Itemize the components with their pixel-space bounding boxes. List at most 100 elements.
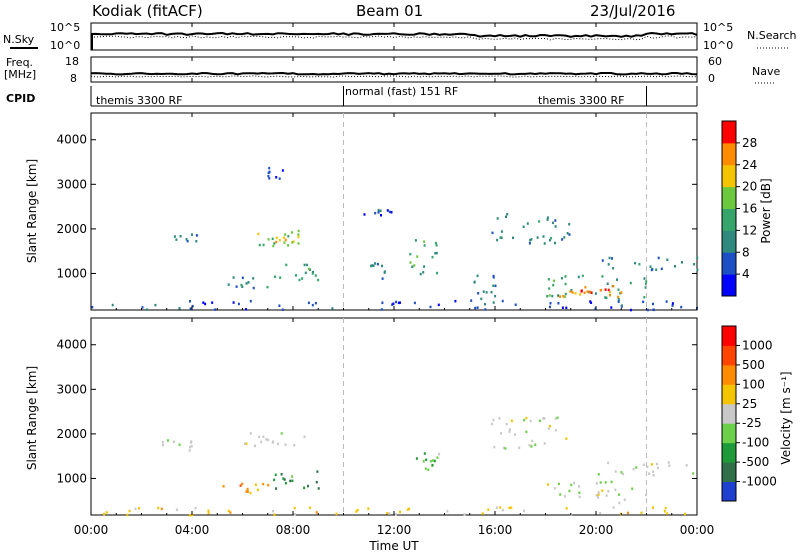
velocity-echo-cell [265,438,268,441]
velocity-echo-cell [597,496,599,499]
power-echo-cell [423,240,426,243]
power-echo-cell [202,301,205,304]
noise-panel: N.Sky 10^5 10^0 10^5 10^0 N.Search [3,21,797,52]
power-echo-cell [435,244,438,247]
velocity-echo-cell [578,491,581,494]
power-echo-cell [419,272,422,276]
power-echo-cell [245,308,247,311]
velocity-colorbar: 1000 500 100 25 -25 -100 -500 -1000 [721,325,777,502]
power-echo-cell [381,301,384,304]
power-echo-cell [638,263,641,266]
velocity-panel: 1000 2000 3000 4000 Slant Range [km] 1000 50… [25,317,793,517]
power-echo-cell [273,275,276,278]
power-echo-cell [594,307,597,310]
nave-right-tick-bottom: 0 [708,72,715,85]
velocity-echo-cell [668,464,671,467]
power-echo-cell [380,214,382,217]
x-tick-label: 04:00 [175,523,210,537]
power-echo-cell [671,304,674,307]
cpid-segment-3: themis 3300 RF [538,94,625,107]
velocity-y-axis-label: Slant Range [km] [25,366,39,470]
power-echo-cell [307,301,310,305]
noise-right-tick-bottom: 10^0 [703,39,733,52]
velocity-echo-cell [614,488,617,492]
velocity-echo-cell [424,467,427,470]
power-echo-cell [609,290,611,294]
power-echo-cell [604,296,607,299]
velocity-echo-cell [490,422,493,426]
velocity-echo-cell [188,449,191,452]
velocity-echo-cell [692,472,695,475]
velocity-echo-cell [513,433,516,436]
power-echo-cell [413,301,416,305]
power-echo-cell [306,263,309,267]
velocity-echo-cell [309,506,312,509]
power-echo-cell [611,257,613,260]
power-echo-cell [551,294,554,298]
velocity-echo-cell [573,481,576,485]
velocity-colorbar-tick-label: 25 [742,397,757,411]
power-echo-cell [189,307,192,310]
power-echo-cell [554,219,557,222]
power-echo-cell [492,284,495,287]
power-y-tick-label: 2000 [56,222,87,236]
power-echo-cell [297,229,300,233]
velocity-echo-cell [207,509,210,512]
power-y-ticks: 1000 2000 3000 4000 [56,133,697,280]
power-echo-cell [693,263,696,266]
velocity-echo-cell [293,506,296,510]
power-colorbar-swatch [722,164,736,188]
power-echo-cell [612,285,615,288]
velocity-echo-cell [303,435,306,438]
velocity-echo-cell [607,490,610,493]
power-echo-cell [610,306,613,309]
velocity-echo-cell [246,487,249,491]
x-tick-label: 00:00 [680,523,715,537]
velocity-echo-cell [493,445,496,449]
velocity-echo-cell [640,511,643,515]
noise-search-trace [90,35,698,41]
velocity-echo-cell [289,479,292,483]
velocity-echo-cell [128,509,131,513]
power-echo-cell [372,264,375,267]
power-echo-cell [297,242,300,245]
velocity-echo-cell [553,487,556,490]
power-colorbar-swatch [722,208,736,231]
velocity-echo-cell [438,452,441,456]
power-echo-cell [191,304,194,308]
velocity-echo-cell [534,443,537,446]
power-echo-cell [674,265,676,268]
velocity-echo-cell [271,441,274,444]
power-echo-cell [655,268,658,271]
power-echo-cell [665,300,668,303]
velocity-echo-cell [291,479,294,483]
power-echo-cell [173,235,176,238]
velocity-echo-cell [431,459,434,462]
power-echo-cell [643,296,646,299]
power-echo-cell [267,174,270,178]
velocity-echo-cell [531,439,534,443]
power-echo-cell [434,252,437,255]
velocity-echo-layer [103,416,695,517]
power-echo-cell [568,223,571,226]
velocity-echo-cell [547,427,550,430]
power-echo-layer [91,166,699,312]
velocity-echo-cell [433,459,436,463]
power-colorbar-swatch [722,142,736,166]
velocity-echo-cell [315,480,318,484]
velocity-echo-cell [652,506,654,509]
power-echo-cell [245,282,248,285]
power-echo-cell [577,275,580,279]
power-echo-cell [561,277,563,280]
velocity-colorbar-tick-label: -1000 [742,475,777,489]
power-echo-cell [178,307,181,310]
velocity-echo-cell [126,513,129,517]
velocity-echo-cell [642,463,645,466]
power-echo-cell [562,295,565,298]
power-echo-cell [241,276,244,280]
velocity-echo-cell [523,418,526,422]
velocity-echo-cell [423,452,426,455]
power-echo-cell [634,261,637,265]
velocity-echo-cell [272,510,275,513]
power-echo-cell [179,235,182,238]
